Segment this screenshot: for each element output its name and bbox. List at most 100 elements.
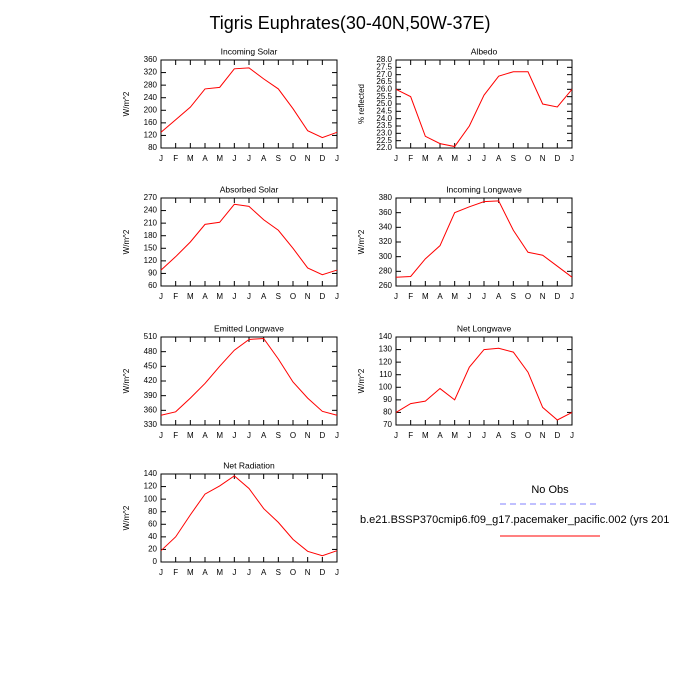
y-tick-label: 90 bbox=[383, 395, 392, 404]
y-tick-label: 22.5 bbox=[376, 136, 392, 145]
y-tick-label: 390 bbox=[144, 391, 158, 400]
x-tick-label: A bbox=[261, 292, 267, 301]
x-tick-label: D bbox=[554, 154, 560, 163]
x-tick-label: J bbox=[159, 431, 163, 440]
x-tick-label: J bbox=[247, 568, 251, 577]
x-tick-label: F bbox=[173, 154, 178, 163]
y-tick-label: 140 bbox=[144, 469, 158, 478]
x-tick-label: J bbox=[394, 154, 398, 163]
x-tick-label: O bbox=[290, 431, 296, 440]
x-tick-label: M bbox=[451, 292, 458, 301]
x-tick-label: A bbox=[437, 431, 443, 440]
x-tick-label: M bbox=[451, 431, 458, 440]
x-tick-label: S bbox=[276, 292, 281, 301]
y-tick-label: 24.0 bbox=[376, 114, 392, 123]
x-tick-label: O bbox=[525, 292, 531, 301]
y-tick-label: 110 bbox=[379, 370, 392, 379]
x-tick-label: A bbox=[496, 431, 502, 440]
y-tick-label: 280 bbox=[379, 266, 393, 275]
y-tick-label: 360 bbox=[379, 208, 393, 217]
x-tick-label: S bbox=[511, 154, 516, 163]
x-tick-label: J bbox=[482, 431, 486, 440]
data-line bbox=[395, 347, 573, 421]
y-tick-label: 160 bbox=[144, 118, 158, 127]
x-tick-label: D bbox=[554, 431, 560, 440]
x-tick-label: N bbox=[540, 154, 546, 163]
x-tick-label: F bbox=[173, 292, 178, 301]
y-tick-label: 20 bbox=[148, 545, 157, 554]
x-tick-label: J bbox=[335, 154, 339, 163]
y-tick-label: 25.0 bbox=[376, 99, 392, 108]
panel-title: Net Radiation bbox=[223, 460, 275, 470]
x-tick-label: M bbox=[187, 292, 194, 301]
y-tick-label: 300 bbox=[379, 252, 393, 261]
x-tick-label: M bbox=[216, 431, 223, 440]
data-line bbox=[395, 71, 573, 148]
y-tick-label: 270 bbox=[144, 193, 158, 202]
plot-frame bbox=[160, 473, 338, 563]
data-line bbox=[160, 67, 338, 139]
x-tick-label: J bbox=[394, 292, 398, 301]
x-tick-label: M bbox=[216, 154, 223, 163]
y-tick-label: 360 bbox=[144, 405, 158, 414]
x-tick-label: J bbox=[482, 292, 486, 301]
x-tick-label: M bbox=[216, 292, 223, 301]
y-tick-label: 200 bbox=[144, 105, 158, 114]
y-tick-label: 60 bbox=[148, 519, 157, 528]
y-axis-label: W/m^2 bbox=[357, 229, 366, 254]
x-tick-label: F bbox=[173, 431, 178, 440]
y-tick-label: 320 bbox=[144, 68, 158, 77]
y-tick-label: 0 bbox=[153, 557, 158, 566]
x-tick-label: M bbox=[216, 568, 223, 577]
panel-title: Net Longwave bbox=[457, 323, 512, 333]
x-tick-label: A bbox=[261, 431, 267, 440]
y-tick-label: 28.0 bbox=[376, 55, 392, 64]
plot-frame bbox=[160, 59, 338, 149]
y-axis-label: W/m^2 bbox=[122, 368, 131, 393]
y-tick-label: 210 bbox=[144, 218, 158, 227]
x-tick-label: A bbox=[202, 568, 208, 577]
x-tick-label: M bbox=[422, 154, 429, 163]
x-tick-label: J bbox=[159, 154, 163, 163]
x-tick-label: S bbox=[276, 568, 281, 577]
y-axis-label: % reflected bbox=[357, 84, 366, 124]
x-tick-label: J bbox=[232, 431, 236, 440]
y-tick-label: 150 bbox=[144, 243, 158, 252]
y-tick-label: 120 bbox=[379, 357, 393, 366]
x-tick-label: F bbox=[173, 568, 178, 577]
x-tick-label: A bbox=[496, 292, 502, 301]
legend-label: b.e21.BSSP370cmip6.f09_g17.pacemaker_pac… bbox=[360, 514, 669, 526]
y-tick-label: 340 bbox=[379, 222, 393, 231]
y-tick-label: 25.5 bbox=[376, 92, 392, 101]
x-tick-label: J bbox=[159, 568, 163, 577]
x-tick-label: J bbox=[232, 292, 236, 301]
x-tick-label: O bbox=[525, 154, 531, 163]
data-line bbox=[160, 337, 338, 416]
x-tick-label: A bbox=[261, 154, 267, 163]
x-tick-label: S bbox=[511, 431, 516, 440]
panel-title: Albedo bbox=[471, 46, 498, 56]
y-tick-label: 70 bbox=[383, 420, 392, 429]
x-tick-label: J bbox=[335, 292, 339, 301]
x-tick-label: J bbox=[159, 292, 163, 301]
x-tick-label: O bbox=[290, 154, 296, 163]
y-tick-label: 320 bbox=[379, 237, 393, 246]
y-tick-label: 480 bbox=[144, 347, 158, 356]
x-tick-label: A bbox=[496, 154, 502, 163]
x-tick-label: A bbox=[202, 154, 208, 163]
x-tick-label: J bbox=[570, 154, 574, 163]
y-tick-label: 100 bbox=[144, 494, 158, 503]
panel-title: Incoming Solar bbox=[221, 46, 278, 56]
y-tick-label: 120 bbox=[144, 482, 158, 491]
x-tick-label: A bbox=[261, 568, 267, 577]
y-tick-label: 120 bbox=[144, 131, 158, 140]
x-tick-label: F bbox=[408, 154, 413, 163]
x-tick-label: N bbox=[305, 292, 311, 301]
y-tick-label: 450 bbox=[144, 361, 158, 370]
x-tick-label: O bbox=[525, 431, 531, 440]
x-tick-label: D bbox=[319, 568, 325, 577]
x-tick-label: J bbox=[335, 568, 339, 577]
y-tick-label: 280 bbox=[144, 80, 158, 89]
